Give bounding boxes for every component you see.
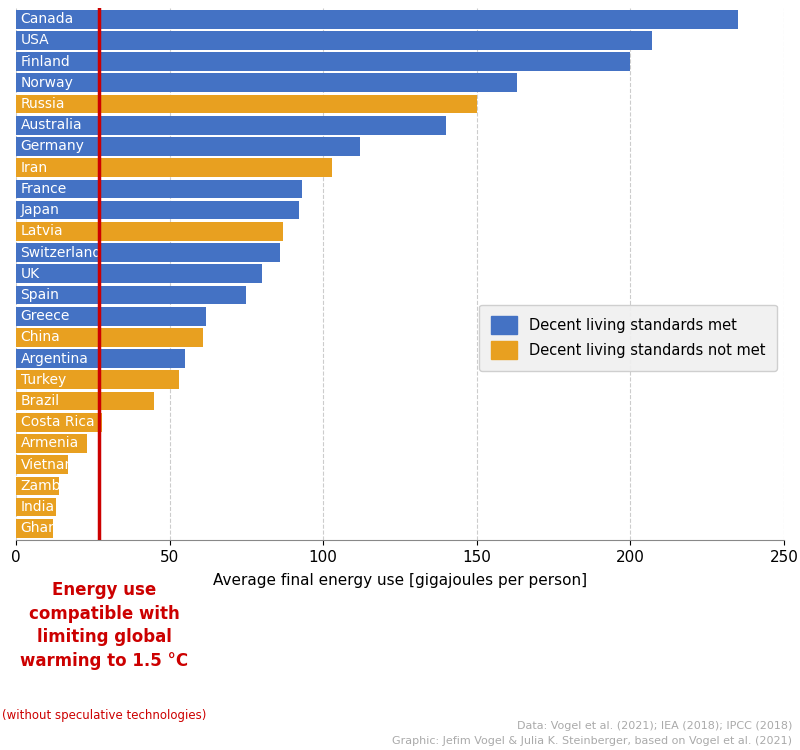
Bar — [16, 328, 203, 346]
Text: Norway: Norway — [21, 76, 74, 90]
Bar — [16, 392, 154, 410]
Text: Switzerland: Switzerland — [21, 245, 102, 260]
Bar — [16, 201, 298, 220]
Bar — [16, 137, 360, 156]
Text: China: China — [21, 331, 60, 344]
Text: Turkey: Turkey — [21, 373, 66, 387]
Text: Canada: Canada — [21, 12, 74, 26]
Bar — [16, 94, 477, 113]
Text: Argentina: Argentina — [21, 352, 89, 365]
Text: Ghana: Ghana — [21, 521, 66, 536]
Bar — [16, 455, 68, 474]
Text: Costa Rica: Costa Rica — [21, 416, 94, 429]
Bar — [16, 31, 652, 50]
Text: Iran: Iran — [21, 160, 48, 175]
Legend: Decent living standards met, Decent living standards not met: Decent living standards met, Decent livi… — [479, 304, 777, 370]
Text: France: France — [21, 182, 67, 196]
X-axis label: Average final energy use [gigajoules per person]: Average final energy use [gigajoules per… — [213, 573, 587, 588]
Text: Zambia: Zambia — [21, 479, 74, 493]
Bar — [16, 179, 302, 198]
Text: Vietnam: Vietnam — [21, 458, 78, 472]
Text: Japan: Japan — [21, 203, 59, 217]
Bar — [16, 434, 86, 453]
Text: Finland: Finland — [21, 55, 70, 68]
Bar — [16, 519, 53, 538]
Text: UK: UK — [21, 267, 40, 280]
Bar — [16, 53, 630, 71]
Text: India: India — [21, 500, 54, 514]
Bar — [16, 265, 262, 283]
Bar — [16, 413, 102, 431]
Text: Graphic: Jefim Vogel & Julia K. Steinberger, based on Vogel et al. (2021): Graphic: Jefim Vogel & Julia K. Steinber… — [392, 736, 792, 746]
Text: Energy use
compatible with
limiting global
warming to 1.5 °C: Energy use compatible with limiting glob… — [20, 581, 188, 670]
Bar — [16, 498, 56, 517]
Bar — [16, 116, 446, 134]
Bar — [16, 158, 333, 177]
Text: Data: Vogel et al. (2021); IEA (2018); IPCC (2018): Data: Vogel et al. (2021); IEA (2018); I… — [517, 722, 792, 731]
Bar — [16, 350, 185, 368]
Bar — [16, 10, 738, 28]
Bar — [16, 243, 280, 262]
Text: Germany: Germany — [21, 140, 85, 154]
Bar — [16, 74, 517, 92]
Bar — [16, 286, 246, 304]
Text: Greece: Greece — [21, 309, 70, 323]
Text: Armenia: Armenia — [21, 436, 79, 451]
Text: Russia: Russia — [21, 97, 65, 111]
Text: USA: USA — [21, 34, 50, 47]
Text: Brazil: Brazil — [21, 394, 60, 408]
Text: (without speculative technologies): (without speculative technologies) — [2, 709, 206, 722]
Bar — [16, 370, 179, 389]
Bar — [16, 222, 283, 241]
Bar — [16, 307, 206, 326]
Text: Spain: Spain — [21, 288, 59, 302]
Bar — [16, 476, 59, 495]
Text: Latvia: Latvia — [21, 224, 63, 238]
Text: Australia: Australia — [21, 118, 82, 132]
